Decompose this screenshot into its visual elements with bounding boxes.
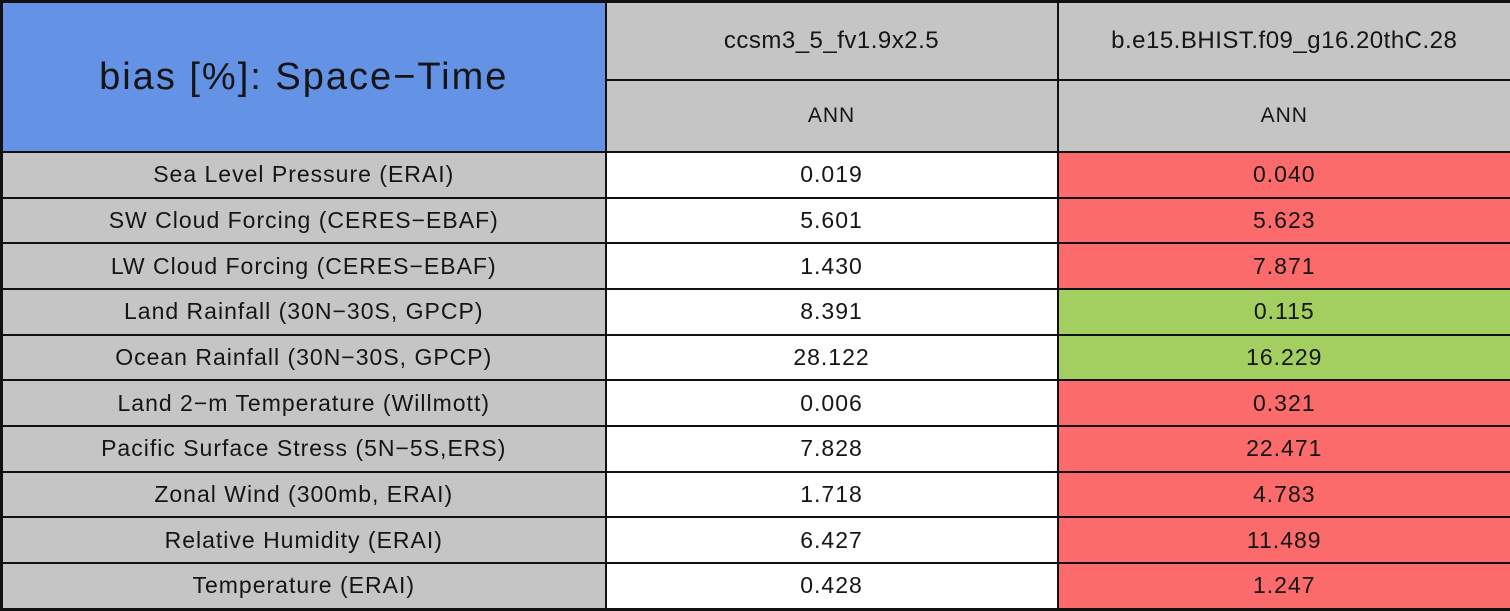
row-label: Temperature (ERAI) [0, 561, 607, 611]
row-label: Ocean Rainfall (30N−30S, GPCP) [0, 333, 607, 382]
value-cell: 1.430 [604, 242, 1059, 290]
header-row-models: bias [%]: Space−Time ccsm3_5_fv1.9x2.5 b… [0, 0, 1510, 153]
table-row: Ocean Rainfall (30N−30S, GPCP) 28.122 16… [0, 333, 1510, 382]
value-cell: 0.006 [604, 379, 1059, 427]
row-label: LW Cloud Forcing (CERES−EBAF) [0, 242, 607, 290]
value-cell: 5.601 [604, 196, 1059, 245]
value-cell: 11.489 [1056, 516, 1510, 564]
row-label: Sea Level Pressure (ERAI) [0, 151, 607, 199]
column-subheader-season-1: ANN [604, 79, 1059, 153]
value-cell: 6.427 [604, 516, 1059, 564]
table-row: LW Cloud Forcing (CERES−EBAF) 1.430 7.87… [0, 242, 1510, 290]
value-cell: 16.229 [1056, 333, 1510, 382]
header-row-seasons: ANN ANN [2, 79, 1510, 153]
row-label: Zonal Wind (300mb, ERAI) [0, 470, 607, 519]
row-label: SW Cloud Forcing (CERES−EBAF) [0, 196, 607, 245]
value-cell: 0.321 [1056, 379, 1510, 427]
value-cell: 0.040 [1056, 151, 1510, 199]
table-title: bias [%]: Space−Time [0, 0, 607, 153]
row-label: Land Rainfall (30N−30S, GPCP) [0, 287, 607, 336]
table-row: Relative Humidity (ERAI) 6.427 11.489 [0, 516, 1510, 564]
table-row: SW Cloud Forcing (CERES−EBAF) 5.601 5.62… [0, 196, 1510, 245]
row-label: Pacific Surface Stress (5N−5S,ERS) [0, 424, 607, 473]
value-cell: 7.828 [604, 424, 1059, 473]
column-header-model-2: b.e15.BHIST.f09_g16.20thC.28 [1056, 0, 1510, 81]
table-row: Sea Level Pressure (ERAI) 0.019 0.040 [0, 151, 1510, 199]
table-row: Zonal Wind (300mb, ERAI) 1.718 4.783 [0, 470, 1510, 519]
table-row: Temperature (ERAI) 0.428 1.247 [0, 561, 1510, 611]
table-row: Land Rainfall (30N−30S, GPCP) 8.391 0.11… [0, 287, 1510, 336]
column-subheader-season-2: ANN [1056, 79, 1510, 153]
value-cell: 8.391 [604, 287, 1059, 336]
value-cell: 4.783 [1056, 470, 1510, 519]
value-cell: 0.428 [604, 561, 1059, 611]
value-cell: 0.019 [604, 151, 1059, 199]
value-cell: 1.718 [604, 470, 1059, 519]
table-row: Pacific Surface Stress (5N−5S,ERS) 7.828… [0, 424, 1510, 473]
value-cell: 28.122 [604, 333, 1059, 382]
value-cell: 5.623 [1056, 196, 1510, 245]
value-cell: 7.871 [1056, 242, 1510, 290]
row-label: Relative Humidity (ERAI) [0, 516, 607, 564]
value-cell: 22.471 [1056, 424, 1510, 473]
column-header-model-1: ccsm3_5_fv1.9x2.5 [604, 0, 1059, 81]
row-label: Land 2−m Temperature (Willmott) [0, 379, 607, 427]
value-cell: 0.115 [1056, 287, 1510, 336]
table-row: Land 2−m Temperature (Willmott) 0.006 0.… [0, 379, 1510, 427]
value-cell: 1.247 [1056, 561, 1510, 611]
